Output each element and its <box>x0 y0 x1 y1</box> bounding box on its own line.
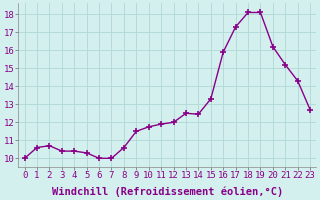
X-axis label: Windchill (Refroidissement éolien,°C): Windchill (Refroidissement éolien,°C) <box>52 186 283 197</box>
